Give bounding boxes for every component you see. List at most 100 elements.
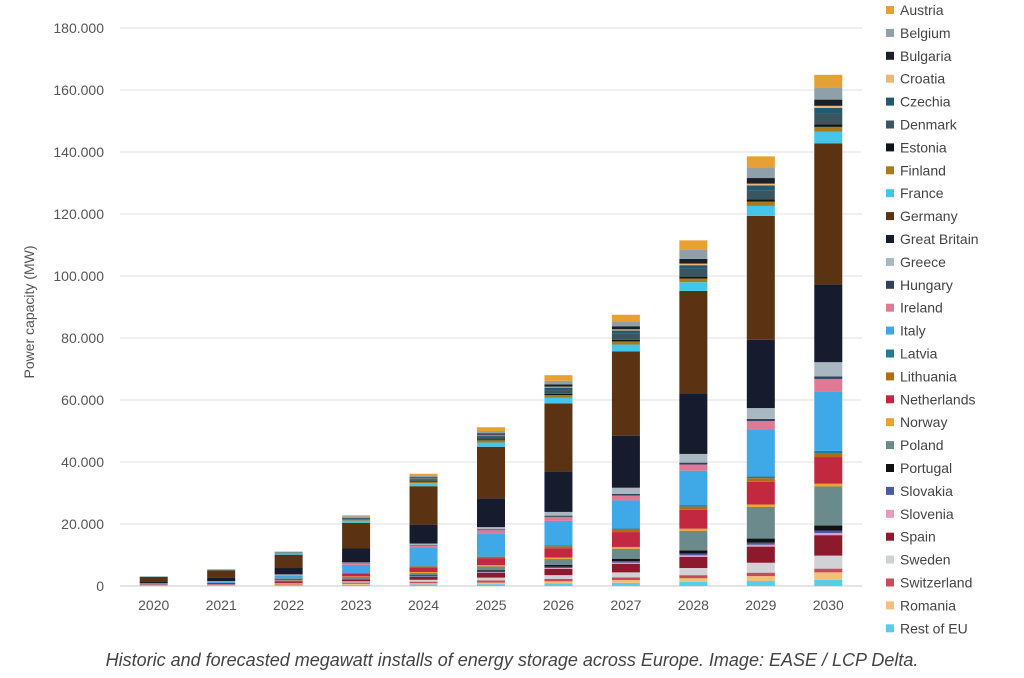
bar-segment — [544, 583, 573, 586]
bar-segment — [477, 529, 505, 531]
legend-swatch — [886, 257, 894, 266]
bar-segment — [814, 105, 843, 108]
y-tick-label: 20.000 — [61, 516, 104, 532]
bar-segment — [544, 390, 573, 394]
bar-segment — [679, 453, 708, 463]
bar-segment — [679, 555, 708, 557]
bar-segment — [746, 476, 775, 479]
bar-segment — [409, 572, 438, 573]
bar-segment — [409, 583, 438, 585]
legend-label: Netherlands — [900, 391, 976, 407]
bar-segment — [477, 433, 505, 435]
x-tick-label: 2026 — [543, 597, 574, 613]
legend-swatch — [886, 578, 894, 587]
bar-segment — [611, 577, 640, 581]
bar-segment — [207, 582, 236, 584]
bar-segment — [814, 124, 843, 127]
bar-segment — [342, 518, 371, 520]
bar-segment — [477, 431, 505, 434]
bar-segment — [477, 440, 505, 443]
y-tick-label: 0 — [96, 578, 104, 594]
bar-segment — [746, 156, 775, 168]
bar-segment — [679, 505, 708, 507]
bar-segment — [746, 576, 775, 582]
bar-segment — [274, 551, 303, 553]
bar-segment — [611, 580, 640, 583]
bar-segment — [274, 581, 303, 583]
bar-segment — [746, 205, 775, 216]
legend-swatch — [886, 51, 894, 60]
legend-swatch — [886, 601, 894, 610]
y-tick-label: 180.000 — [53, 20, 104, 36]
bar-segment — [746, 408, 775, 419]
legend-label: Rest of EU — [900, 620, 968, 636]
bar-segment — [342, 582, 371, 584]
bar-segment — [477, 570, 505, 572]
bar-segment — [342, 581, 371, 583]
legend-swatch — [886, 509, 894, 518]
bar-segment — [611, 333, 640, 340]
bar-segment — [274, 583, 303, 585]
legend-swatch — [886, 464, 894, 472]
bar-segment — [611, 529, 640, 533]
bar-segment — [814, 535, 843, 556]
bar-segment — [207, 583, 236, 585]
bar-segment — [679, 462, 708, 465]
legend-swatch — [886, 280, 894, 289]
bar-segment — [477, 527, 505, 530]
bar-segment — [342, 548, 371, 563]
legend-label: Latvia — [900, 346, 938, 362]
bar-segment — [342, 563, 371, 565]
bar-segment — [746, 478, 775, 482]
bar-segment — [477, 446, 505, 499]
bar-segment — [544, 386, 573, 388]
bar-segment — [409, 567, 438, 573]
bar-segment — [814, 74, 843, 88]
legend-label: Norway — [900, 414, 947, 430]
bar-segment — [814, 284, 843, 363]
bar-segment — [544, 557, 573, 560]
legend-label: Lithuania — [900, 368, 957, 384]
bar-segment — [409, 543, 438, 545]
bar-segment — [274, 552, 303, 554]
bar-segment — [814, 376, 843, 379]
bar-segment — [139, 581, 168, 584]
legend-swatch — [886, 326, 894, 335]
bar-segment — [746, 481, 775, 505]
legend-swatch — [886, 166, 894, 175]
bar-segment — [746, 562, 775, 573]
bar-segment — [679, 575, 708, 579]
x-tick-label: 2022 — [273, 597, 304, 613]
bar-segment — [679, 268, 708, 277]
bar-segment — [814, 126, 843, 132]
legend-swatch — [886, 624, 894, 633]
bar-segment — [679, 470, 708, 506]
legend-swatch — [886, 28, 894, 37]
legend-label: France — [900, 185, 944, 201]
bar-segment — [679, 393, 708, 454]
legend-swatch — [886, 143, 894, 152]
bar-segment — [477, 566, 505, 571]
bar-segment — [611, 341, 640, 345]
bar-segment — [477, 565, 505, 567]
bar-segment — [544, 568, 573, 569]
legend-label: Slovakia — [900, 483, 953, 499]
bar-segment — [207, 581, 236, 583]
bar-segment — [342, 584, 371, 586]
bar-segment — [679, 282, 708, 291]
bar-segment — [342, 564, 371, 573]
y-tick-label: 160.000 — [53, 82, 104, 98]
bar-segment — [814, 568, 843, 573]
bar-segment — [746, 185, 775, 191]
bar-segment — [274, 553, 303, 555]
legend-label: Sweden — [900, 552, 951, 568]
bar-segment — [544, 471, 573, 512]
legend-swatch — [886, 555, 894, 564]
bar-segment — [679, 278, 708, 283]
bar-segment — [611, 548, 640, 559]
bar-segment — [746, 190, 775, 200]
legend-label: Germany — [900, 208, 958, 224]
y-tick-label: 40.000 — [61, 454, 104, 470]
bar-segment — [342, 517, 371, 519]
bar-segment — [814, 453, 843, 458]
